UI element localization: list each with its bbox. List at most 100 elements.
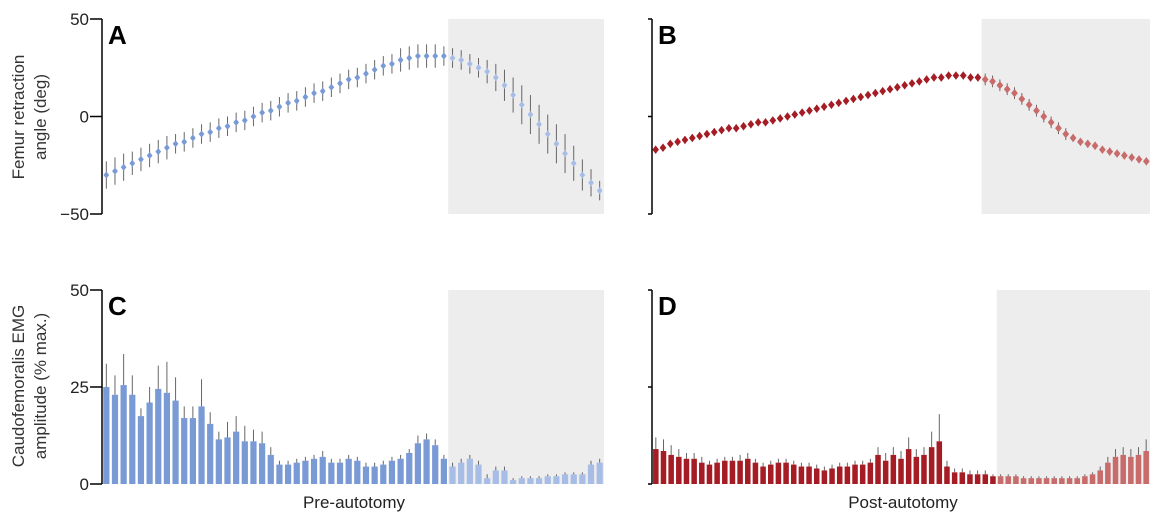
data-bar xyxy=(974,474,981,484)
panel-letter-d: D xyxy=(658,291,677,321)
panel-d: D xyxy=(648,289,1150,485)
data-bar xyxy=(111,394,119,484)
data-bar xyxy=(722,460,728,484)
data-bar xyxy=(921,454,927,484)
data-point xyxy=(1106,147,1114,156)
data-bar xyxy=(821,470,828,484)
shaded-region xyxy=(996,290,1150,484)
data-bar xyxy=(449,466,456,484)
data-point xyxy=(1121,151,1128,160)
xlabel-post-autotomy: Post-autotomy xyxy=(848,493,958,512)
data-point xyxy=(872,88,879,98)
data-point xyxy=(189,134,196,142)
data-bar xyxy=(181,418,188,484)
data-bar xyxy=(1135,454,1142,484)
data-bar xyxy=(120,385,127,484)
data-point xyxy=(1091,141,1099,150)
data-bar xyxy=(371,466,378,484)
panel-b: B xyxy=(648,18,1150,215)
data-point xyxy=(718,125,725,135)
data-point xyxy=(1003,85,1011,94)
panel-a: 50 0 −50 A xyxy=(60,10,604,224)
data-point xyxy=(879,86,887,96)
data-point xyxy=(259,109,266,117)
y-tick-label: 50 xyxy=(70,10,89,29)
data-point xyxy=(901,81,909,90)
data-point xyxy=(1135,155,1143,164)
data-point xyxy=(835,98,843,108)
data-point xyxy=(850,94,857,104)
data-bar xyxy=(587,464,595,484)
data-bar xyxy=(859,464,866,484)
data-point xyxy=(458,56,465,64)
data-point xyxy=(198,130,205,138)
data-bar xyxy=(944,466,950,484)
data-bar xyxy=(676,456,682,484)
data-bar xyxy=(1082,476,1088,484)
data-point xyxy=(112,167,118,175)
data-bar xyxy=(310,458,318,484)
data-point xyxy=(501,81,508,89)
data-point xyxy=(562,149,568,158)
data-bar xyxy=(215,439,222,484)
data-point xyxy=(1011,88,1018,98)
data-point xyxy=(703,129,711,139)
data-point xyxy=(518,101,525,109)
data-point xyxy=(224,122,231,130)
data-point xyxy=(276,103,283,111)
data-bar xyxy=(129,394,136,484)
data-point xyxy=(769,116,777,125)
data-point xyxy=(1128,153,1136,162)
data-point xyxy=(553,140,560,148)
data-bar xyxy=(737,460,743,484)
data-point xyxy=(570,159,577,167)
data-point xyxy=(579,171,586,179)
data-point xyxy=(544,130,551,138)
data-point xyxy=(440,52,447,60)
data-point xyxy=(103,171,110,179)
data-bar xyxy=(1105,462,1111,484)
data-point xyxy=(952,71,960,80)
xlabel-pre-autotomy: Pre-autotomy xyxy=(303,493,406,512)
data-bar xyxy=(302,460,309,484)
data-bar xyxy=(829,468,835,484)
data-bar xyxy=(836,466,843,484)
data-point xyxy=(923,75,930,84)
data-bar xyxy=(484,478,491,484)
data-point xyxy=(1062,129,1070,139)
data-bar xyxy=(714,462,720,484)
data-point xyxy=(674,137,681,147)
data-bar xyxy=(579,474,586,484)
data-point xyxy=(1018,94,1026,104)
data-bar xyxy=(959,472,966,484)
ylabel-top-line2: angle (deg) xyxy=(31,74,50,160)
data-point xyxy=(250,112,257,121)
data-bar xyxy=(1089,474,1096,484)
data-bar xyxy=(1005,476,1012,484)
data-bar xyxy=(890,454,897,484)
data-bar xyxy=(103,387,110,484)
data-bar xyxy=(414,443,422,484)
data-point xyxy=(945,71,952,80)
data-bar xyxy=(913,456,920,484)
data-bar xyxy=(1059,478,1065,484)
shaded-region xyxy=(981,19,1150,214)
data-bar xyxy=(198,406,205,484)
data-point xyxy=(1025,100,1033,109)
data-bar xyxy=(207,423,214,484)
data-bar xyxy=(241,441,248,484)
data-point xyxy=(380,62,387,70)
data-bar xyxy=(233,431,240,484)
data-bar xyxy=(660,451,667,484)
data-point xyxy=(828,100,835,109)
data-bar xyxy=(798,466,805,484)
data-bar xyxy=(668,454,674,484)
data-bar xyxy=(982,474,989,484)
data-point xyxy=(798,108,806,117)
data-point xyxy=(1033,106,1040,115)
data-bar xyxy=(561,474,569,484)
data-point xyxy=(233,118,240,126)
data-bar xyxy=(224,437,231,484)
data-bar xyxy=(267,454,274,484)
